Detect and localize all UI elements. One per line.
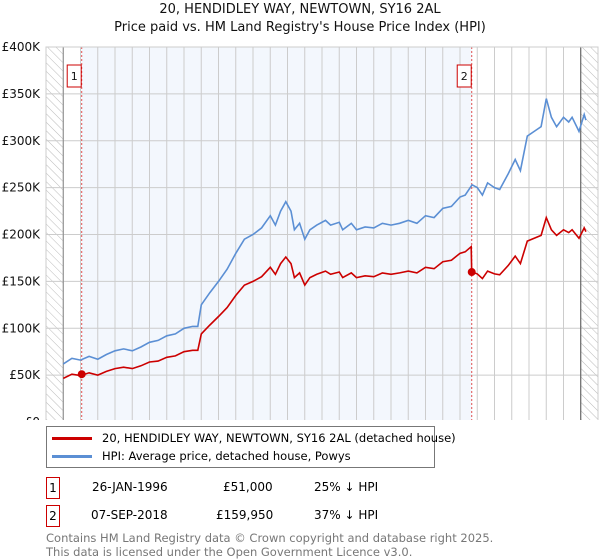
sale-point [77,370,86,379]
annotation-label: 2 [461,70,468,83]
price-chart: 1994199519961997199819992000200120022003… [2,40,599,420]
legend-swatch-blue [52,454,92,458]
y-tick-label: £0 [25,415,40,420]
y-tick-label: £150K [2,274,42,288]
hatched-no-data-right [580,47,598,420]
y-tick-label: £300K [2,134,42,148]
transaction-row: 2 07-SEP-2018 £159,950 37% ↓ HPI [46,505,446,527]
annotation-box [456,64,472,88]
legend-label: 20, HENDIDLEY WAY, NEWTOWN, SY16 2AL (de… [102,431,456,445]
y-tick-label: £100K [2,321,42,335]
legend-label: HPI: Average price, detached house, Powy… [102,449,351,463]
transaction-row: 1 26-JAN-1996 £51,000 25% ↓ HPI [46,477,446,499]
legend-item-hpi: HPI: Average price, detached house, Powy… [52,447,351,465]
annotation-box [66,64,82,88]
y-tick-label: £350K [2,87,42,101]
property-series-line [62,215,587,380]
y-tick-label: £400K [2,40,42,54]
transaction-price: £159,950 [216,508,274,522]
y-tick-label: £200K [2,228,42,242]
y-tick-label: £250K [2,181,42,195]
transaction-date: 26-JAN-1996 [92,480,168,494]
legend: 20, HENDIDLEY WAY, NEWTOWN, SY16 2AL (de… [46,426,456,468]
transaction-hpi: 25% ↓ HPI [314,480,379,494]
shaded-ownership-period [81,47,472,420]
legend-swatch-red [52,436,92,440]
sale-point [467,268,476,277]
marker-badge: 2 [46,505,60,527]
hatched-no-data-left [46,47,64,420]
footer-licence: This data is licensed under the Open Gov… [46,545,413,559]
chart-title: 20, HENDIDLEY WAY, NEWTOWN, SY16 2AL [159,2,441,17]
hpi-series-line [62,98,587,365]
plot-border [45,46,599,420]
annotation-label: 1 [71,70,78,83]
y-tick-label: £50K [9,368,41,382]
chart-subtitle: Price paid vs. HM Land Registry's House … [114,20,486,35]
transaction-hpi: 37% ↓ HPI [314,508,379,522]
footer-copyright: Contains HM Land Registry data © Crown c… [46,531,494,545]
marker-badge: 1 [46,477,60,499]
legend-item-property: 20, HENDIDLEY WAY, NEWTOWN, SY16 2AL (de… [52,429,456,447]
transaction-date: 07-SEP-2018 [91,508,168,522]
transaction-price: £51,000 [223,480,273,494]
